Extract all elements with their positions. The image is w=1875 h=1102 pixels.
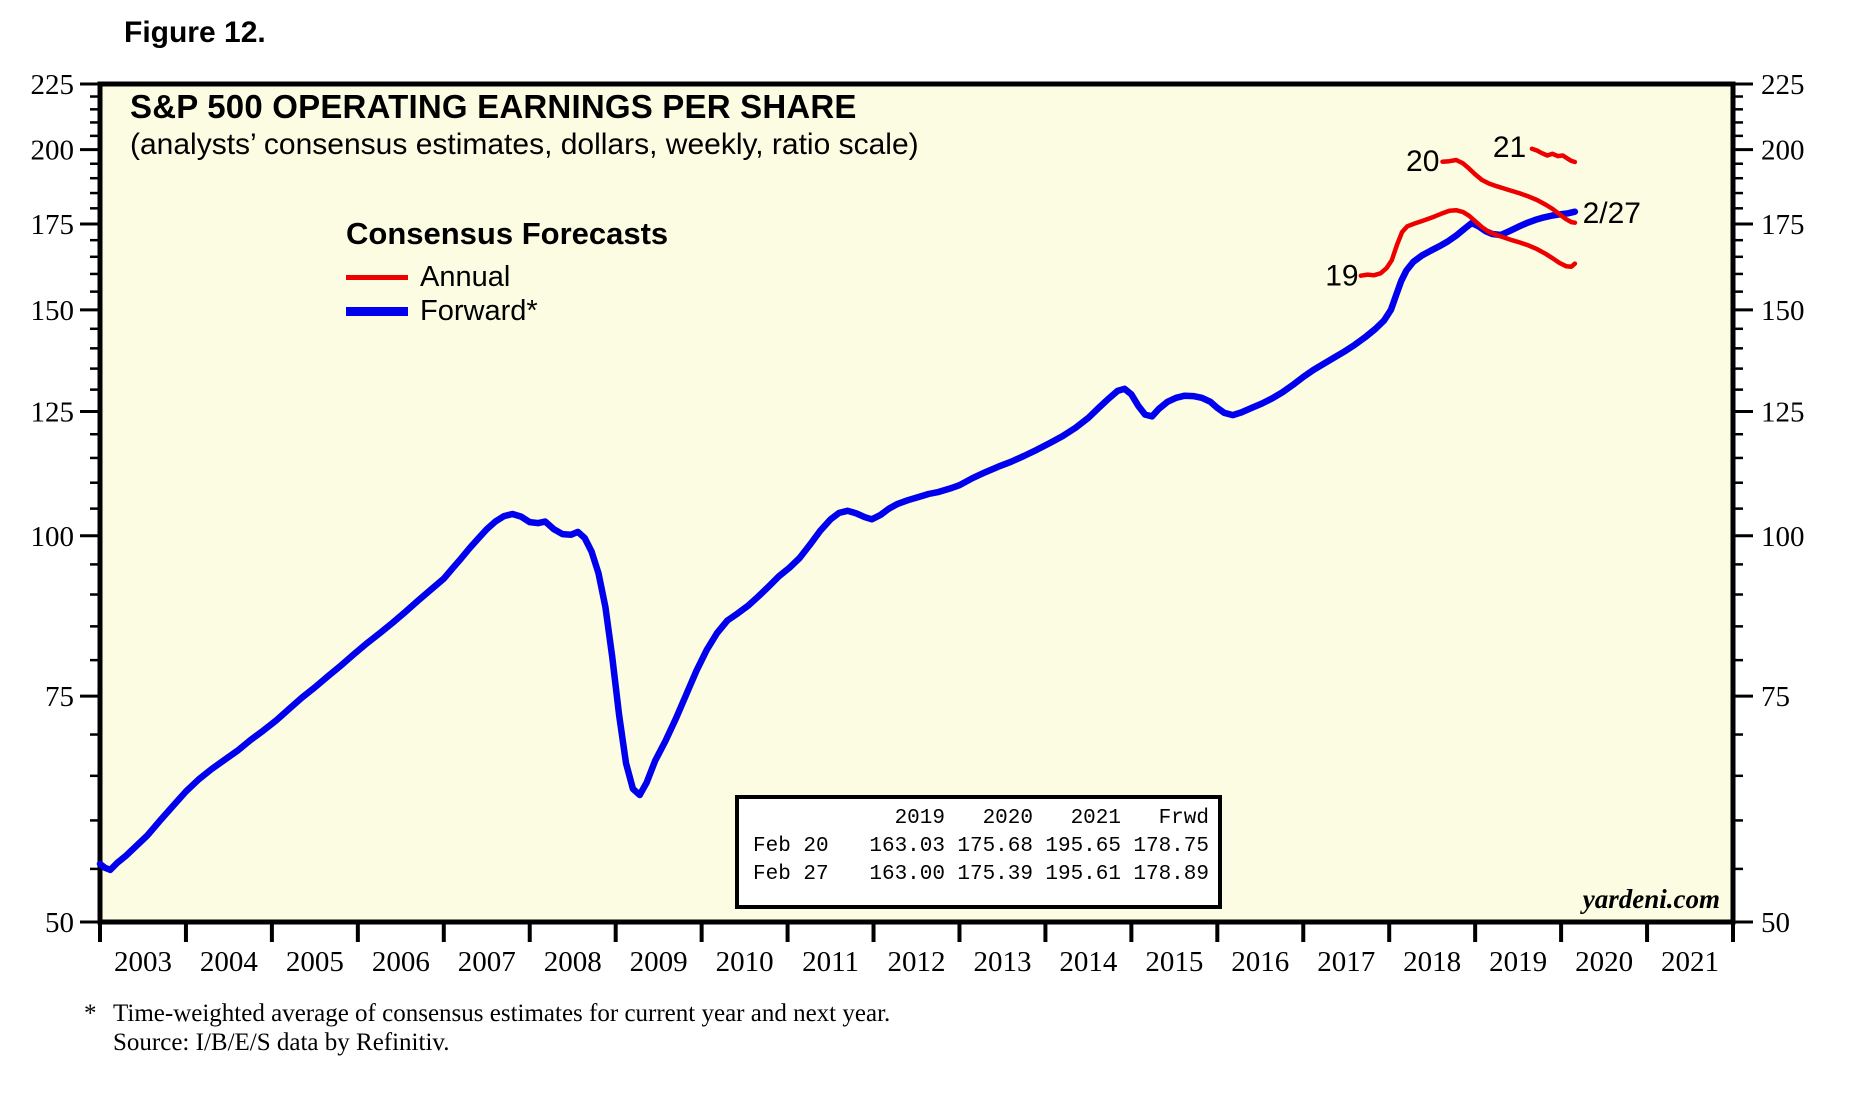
y-axis-label-right: 50 [1761, 907, 1790, 939]
legend-item-forward: Forward* [346, 294, 668, 328]
annotation-19: 19 [1325, 260, 1358, 293]
chart-subtitle: (analysts’ consensus estimates, dollars,… [130, 128, 919, 161]
x-axis-year-label: 2016 [1231, 946, 1289, 978]
y-axis-label-left: 200 [31, 135, 75, 167]
x-axis-year-label: 2012 [888, 946, 946, 978]
table-corner-cell [739, 805, 857, 833]
x-axis-year-label: 2005 [286, 946, 344, 978]
footnote-asterisk: * [84, 1000, 97, 1027]
x-axis-year-label: 2021 [1661, 946, 1719, 978]
annual-2020-line [1440, 157, 1578, 225]
col-header-2020: 2020 [982, 807, 1033, 830]
forward-line [96, 208, 1579, 874]
x-axis-year-label: 2018 [1403, 946, 1461, 978]
y-axis-label-right: 175 [1761, 209, 1805, 241]
cell-2021: 195.65 [1045, 835, 1121, 858]
y-axis-ticks: 225 225 200 200 175 175 150 150 125 125 100 100 75 75… [31, 69, 1805, 939]
x-axis-year-label: 2004 [200, 946, 259, 978]
annotation-20: 20 [1406, 145, 1439, 178]
x-axis-year-label: 2015 [1145, 946, 1203, 978]
legend-item-label: Annual [420, 260, 511, 293]
table-row: Feb 27 163.00 175.39 195.61 178.89 [739, 861, 1218, 889]
cell-2020: 175.68 [957, 835, 1033, 858]
y-axis-label-right: 75 [1761, 681, 1790, 713]
x-axis-year-label: 2013 [973, 946, 1031, 978]
y-axis-label-left: 225 [31, 69, 75, 101]
y-axis-label-right: 150 [1761, 295, 1805, 327]
x-axis-year-label: 2006 [372, 946, 430, 978]
table-header-row: 2019 2020 2021 Frwd [739, 805, 1218, 833]
cell-frwd: 178.89 [1133, 863, 1209, 886]
legend-item-annual: Annual [346, 260, 668, 294]
footnote-definition: Time-weighted average of consensus estim… [113, 1000, 891, 1027]
x-axis-year-label: 2019 [1489, 946, 1547, 978]
estimates-inset-table: 2019 2020 2021 Frwd Feb 20 163.03 175.68… [735, 795, 1222, 909]
x-axis-year-label: 2011 [802, 946, 859, 978]
annual-2019-line [1358, 207, 1578, 278]
table-row: Feb 20 163.03 175.68 195.65 178.75 [739, 833, 1218, 861]
figure-label: Figure 12. [124, 16, 266, 49]
x-axis-year-label: 2014 [1059, 946, 1118, 978]
yardeni-watermark: yardeni.com [1582, 884, 1720, 914]
x-axis-year-label: 2017 [1317, 946, 1375, 978]
plot-area [97, 81, 1736, 925]
legend: Consensus Forecasts Annual Forward* [346, 216, 668, 328]
y-axis-label-right: 200 [1761, 135, 1805, 167]
col-header-2021: 2021 [1070, 807, 1121, 830]
y-axis-label-left: 125 [31, 396, 75, 428]
chart-series-lines [96, 146, 1579, 874]
annotation-2-27: 2/27 [1583, 197, 1641, 230]
annotation-21: 21 [1493, 131, 1526, 164]
y-axis-label-right: 125 [1761, 396, 1805, 428]
legend-item-label: Forward* [420, 294, 538, 327]
cell-2021: 195.61 [1045, 863, 1121, 886]
cell-2019: 163.03 [869, 835, 945, 858]
x-axis-year-label: 2010 [716, 946, 774, 978]
row-label: Feb 20 [753, 835, 829, 858]
y-axis-label-right: 225 [1761, 69, 1805, 101]
forward-line-swatch [346, 306, 408, 316]
chart-annotations: 19 20 21 2/27 [1325, 131, 1641, 293]
x-axis-year-label: 2008 [544, 946, 602, 978]
legend-title: Consensus Forecasts [346, 216, 669, 251]
col-header-2019: 2019 [894, 807, 945, 830]
y-axis-label-left: 150 [31, 295, 75, 327]
cell-frwd: 178.75 [1133, 835, 1209, 858]
y-axis-label-left: 175 [31, 209, 75, 241]
annual-2021-line [1529, 146, 1578, 165]
cell-2019: 163.00 [869, 863, 945, 886]
row-label: Feb 27 [753, 863, 829, 886]
annual-line-swatch [346, 274, 408, 280]
x-axis-year-label: 2020 [1575, 946, 1633, 978]
footnote-source: Source: I/B/E/S data by Refinitiv. [113, 1029, 450, 1056]
y-axis-label-left: 50 [45, 907, 74, 939]
x-axis-ticks: 2003 2004 2005 2006 2007 2008 2009 2010 2011 2012… [98, 922, 1735, 978]
y-axis-label-right: 100 [1761, 521, 1805, 553]
chart-title: S&P 500 OPERATING EARNINGS PER SHARE [130, 88, 857, 125]
x-axis-year-label: 2007 [458, 946, 516, 978]
y-axis-label-left: 100 [31, 521, 75, 553]
x-axis-year-label: 2009 [630, 946, 688, 978]
col-header-frwd: Frwd [1158, 807, 1209, 830]
y-axis-label-left: 75 [45, 681, 74, 713]
x-axis-year-label: 2003 [114, 946, 172, 978]
cell-2020: 175.39 [957, 863, 1033, 886]
